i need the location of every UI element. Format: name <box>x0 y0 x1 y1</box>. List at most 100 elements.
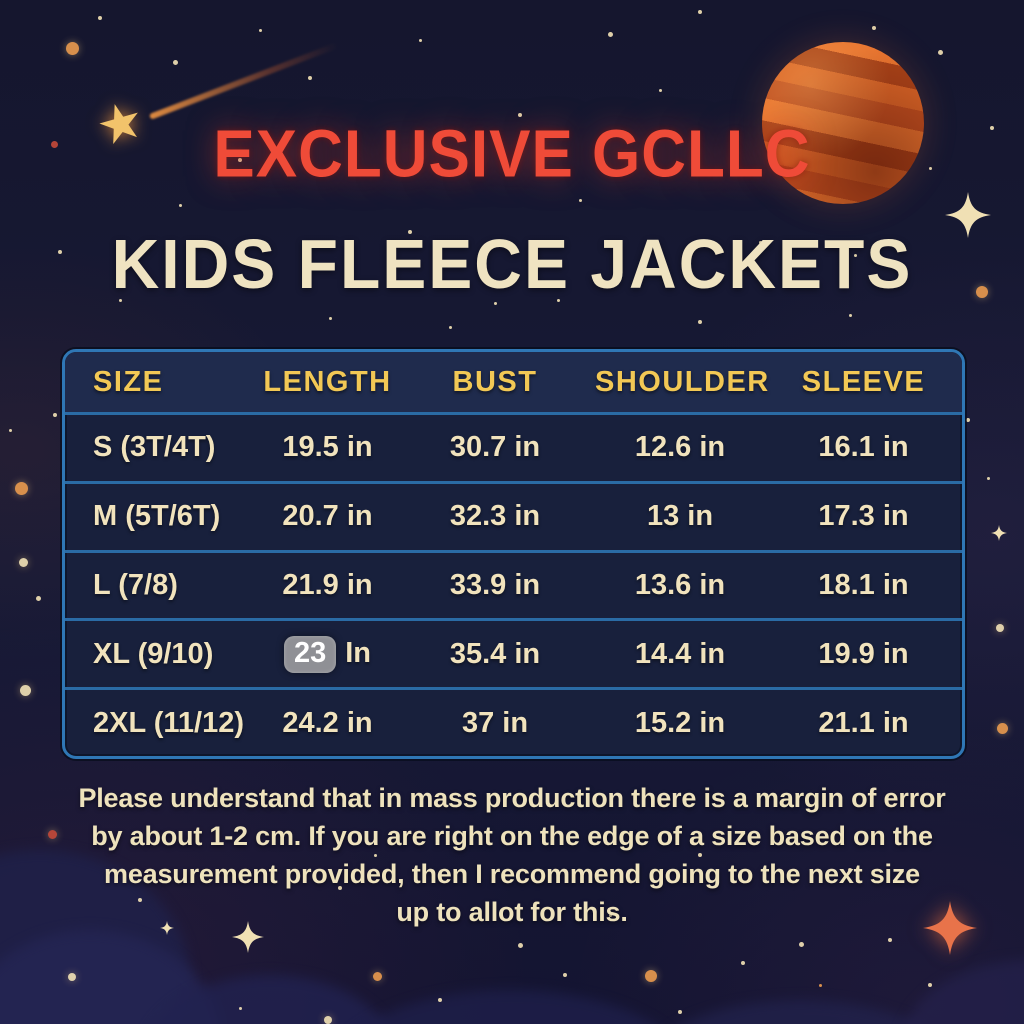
page-title: KIDS FLEECE JACKETS <box>111 225 913 303</box>
sparkle-icon <box>232 921 264 953</box>
star-dot <box>373 853 377 857</box>
star-dot <box>578 198 582 202</box>
sparkle-icon <box>991 525 1007 541</box>
star-dot <box>14 481 28 495</box>
header-cell-bust: BUST <box>452 365 538 398</box>
star-dot <box>68 973 76 981</box>
star-dot <box>118 298 122 302</box>
size-cell: S (3T/4T) <box>93 431 216 464</box>
measurement-cell: 13 in <box>646 500 714 533</box>
star-dot <box>658 88 662 92</box>
measurement-cell: 21.1 in <box>818 706 909 739</box>
measurement-cell: 24.2 in <box>282 706 373 739</box>
star-dot <box>937 49 943 55</box>
size-chart-body: S (3T/4T) 19.5 in 30.7 in 12.6 in 16.1 in M (… <box>65 415 962 756</box>
star-dot <box>608 913 612 917</box>
size-cell: M (5T/6T) <box>93 500 221 533</box>
star-dot <box>238 1006 242 1010</box>
star-dot <box>338 886 342 890</box>
star-dot <box>872 26 876 30</box>
table-row: 2XL (11/12) 24.2 in 37 in 15.2 in 21.1 in <box>65 687 962 756</box>
sparkle-icon <box>945 192 991 238</box>
footer-line: by about 1-2 cm. If you are right on the… <box>91 821 933 851</box>
footer-note: Please understand that in mass productio… <box>0 779 1024 931</box>
header-cell-shoulder: SHOULDER <box>595 365 770 398</box>
star-dot <box>990 126 994 130</box>
star-dot <box>138 898 142 902</box>
shooting-star-tail <box>148 42 338 120</box>
measurement-cell: 15.2 in <box>634 706 726 739</box>
star-dot <box>556 298 560 302</box>
star-dot <box>853 253 857 257</box>
star-dot <box>607 31 613 37</box>
footer-line: up to allot for this. <box>396 897 628 927</box>
unit-suffix: In <box>345 636 372 669</box>
star-dot <box>172 59 178 65</box>
star-dot <box>698 320 702 324</box>
star-dot <box>98 16 102 20</box>
measurement-cell: 13.6 in <box>634 568 726 601</box>
measurement-cell: 19.5 in <box>282 431 373 464</box>
footer-line: measurement provided, then I recommend g… <box>104 859 920 889</box>
star-dot <box>258 28 262 32</box>
measurement-cell: 17.3 in <box>818 500 909 533</box>
star-dot <box>47 829 57 839</box>
star-dot <box>798 941 804 947</box>
size-cell: 2XL (11/12) <box>93 706 245 739</box>
sparkle-icon <box>160 921 174 935</box>
size-cell: L (7/8) <box>93 568 178 601</box>
star-dot <box>818 983 822 987</box>
star-dot <box>518 113 522 117</box>
star-dot <box>986 476 990 480</box>
measurement-cell: 12.6 in <box>634 431 726 464</box>
cloud-shape <box>330 990 690 1024</box>
star-dot <box>976 286 988 298</box>
star-dot <box>645 970 657 982</box>
sparkle-icon <box>923 901 977 955</box>
measurement-cell: 16.1 in <box>818 431 909 464</box>
star-dot <box>35 595 41 601</box>
star-dot <box>65 41 79 55</box>
star-dot <box>698 853 702 857</box>
measurement-cell: 18.1 in <box>818 568 909 601</box>
star-dot <box>966 418 970 422</box>
star-dot <box>563 973 567 977</box>
brand-title: EXCLUSIVE GCLLC <box>213 117 811 192</box>
footer-line: Please understand that in mass productio… <box>78 783 946 813</box>
header-cell-sleeve: SLEEVE <box>801 365 926 398</box>
star-dot <box>517 942 523 948</box>
measurement-cell: 14.4 in <box>634 637 726 670</box>
measurement-cell: 30.7 in <box>449 431 541 464</box>
measurement-cell: 21.9 in <box>282 568 373 601</box>
size-chart-header: SIZE LENGTH BUST SHOULDER SLEEVE <box>65 352 962 415</box>
measurement-cell: 32.3 in <box>449 500 541 533</box>
star-dot <box>8 428 12 432</box>
header-cell-length: LENGTH <box>263 365 392 398</box>
star-dot <box>698 10 702 14</box>
measurement-cell: 19.9 in <box>818 637 909 670</box>
star-dot <box>996 722 1008 734</box>
star-dot <box>928 983 932 987</box>
star-dot <box>50 140 58 148</box>
star-dot <box>178 203 182 207</box>
planet-icon <box>762 42 924 204</box>
header-cell-size: SIZE <box>93 365 164 398</box>
star-dot <box>308 76 312 80</box>
star-dot <box>758 240 762 244</box>
table-row: XL (9/10) 23 In 35.4 in 14.4 in 19.9 in <box>65 618 962 687</box>
edited-value-patch: 23 <box>283 635 337 673</box>
star-dot <box>888 938 892 942</box>
table-row: M (5T/6T) 20.7 in 32.3 in 13 in 17.3 in <box>65 480 962 550</box>
star-dot <box>19 684 31 696</box>
table-row: S (3T/4T) 19.5 in 30.7 in 12.6 in 16.1 in <box>65 415 962 481</box>
star-dot <box>741 961 745 965</box>
star-dot <box>53 413 57 417</box>
table-row: L (7/8) 21.9 in 33.9 in 13.6 in 18.1 in <box>65 549 962 619</box>
star-dot <box>493 301 497 305</box>
star-dot <box>372 971 382 981</box>
measurement-cell: 23 In <box>260 635 395 673</box>
measurement-cell: 35.4 in <box>449 637 541 670</box>
star-dot <box>238 158 242 162</box>
star-dot <box>58 250 62 254</box>
star-dot <box>848 313 852 317</box>
